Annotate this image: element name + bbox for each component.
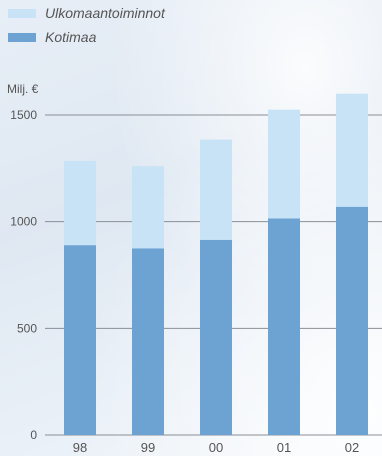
- x-tick-label: 98: [73, 440, 87, 455]
- bar-kotimaa-98: [64, 245, 96, 435]
- x-tick-label: 00: [209, 440, 223, 455]
- y-tick-label: 1000: [10, 215, 37, 229]
- bar-kotimaa-00: [200, 239, 232, 435]
- bar-ulkomaantoiminnot-98: [64, 160, 96, 246]
- legend: Ulkomaantoiminnot Kotimaa: [8, 5, 166, 45]
- x-tick-label: 99: [141, 440, 155, 455]
- y-tick-label: 500: [17, 321, 37, 335]
- legend-swatch-kotimaa: [8, 33, 36, 42]
- bar-ulkomaantoiminnot-01: [268, 109, 300, 219]
- legend-label-ulkomaantoiminnot: Ulkomaantoiminnot: [45, 5, 166, 21]
- legend-label-kotimaa: Kotimaa: [45, 29, 97, 45]
- bar-kotimaa-02: [336, 206, 368, 435]
- x-tick-label: 02: [345, 440, 359, 455]
- y-tick-label: 0: [30, 428, 37, 442]
- y-tick-label: 1500: [10, 108, 37, 122]
- bar-ulkomaantoiminnot-02: [336, 93, 368, 207]
- bars: [64, 93, 368, 435]
- y-tick-labels: 0 500 1000 1500: [10, 108, 37, 442]
- y-axis-label: Milj. €: [7, 82, 39, 96]
- x-tick-labels: 98 99 00 01 02: [73, 440, 359, 455]
- bar-kotimaa-99: [132, 248, 164, 435]
- bar-ulkomaantoiminnot-00: [200, 139, 232, 240]
- bar-ulkomaantoiminnot-99: [132, 166, 164, 249]
- x-tick-label: 01: [277, 440, 291, 455]
- legend-swatch-ulkomaantoiminnot: [8, 9, 36, 18]
- bar-kotimaa-01: [268, 218, 300, 435]
